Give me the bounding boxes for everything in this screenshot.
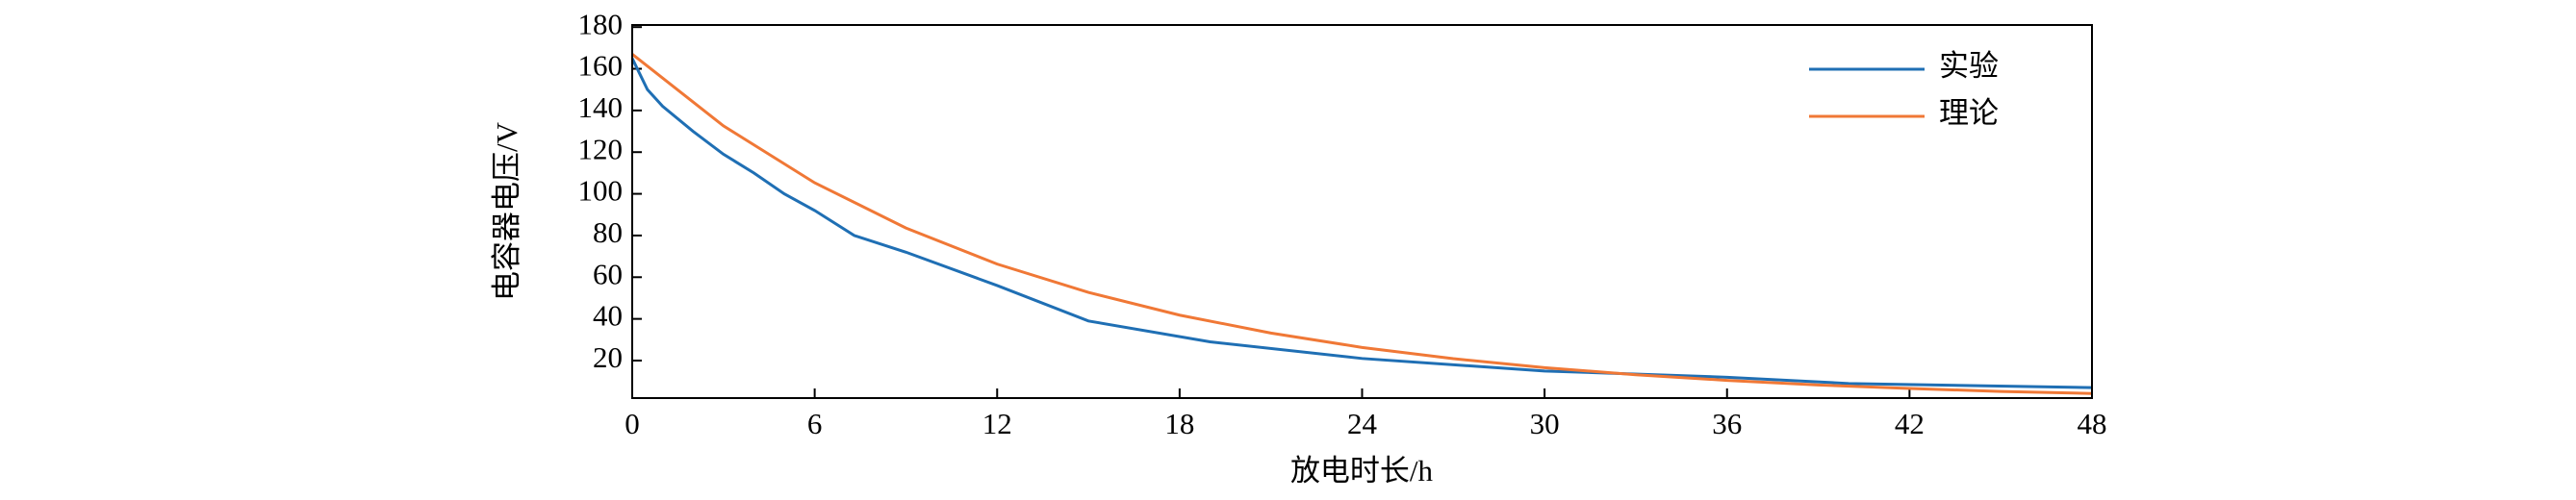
y-tick-label: 60 <box>593 257 623 290</box>
line-series <box>631 53 2093 395</box>
legend-label: 理论 <box>1939 96 1999 130</box>
x-axis-label: 放电时长/h <box>1290 454 1434 488</box>
y-axis-label: 电容器电压/V <box>490 121 523 301</box>
line-series <box>630 58 2093 389</box>
x-tick-label: 36 <box>1712 407 1742 440</box>
legend-label: 实验 <box>1939 49 1999 83</box>
y-tick-label: 120 <box>578 132 624 165</box>
y-tick-label: 20 <box>593 340 623 374</box>
y-tick-label: 40 <box>593 299 623 333</box>
x-tick-label: 12 <box>982 407 1012 440</box>
x-tick-label: 18 <box>1164 407 1194 440</box>
plot-frame <box>631 24 2093 399</box>
y-tick-label: 100 <box>578 174 624 208</box>
x-tick-label: 42 <box>1895 407 1925 440</box>
x-tick-label: 30 <box>1530 407 1560 440</box>
y-tick-label: 140 <box>578 90 624 124</box>
x-tick-label: 6 <box>807 407 823 440</box>
y-tick-label: 160 <box>578 49 624 83</box>
x-tick-label: 24 <box>1347 407 1378 440</box>
x-tick-label: 48 <box>2078 407 2107 440</box>
y-tick-label: 80 <box>593 215 623 249</box>
y-tick-label: 180 <box>578 7 624 40</box>
x-tick-label: 0 <box>625 407 640 440</box>
